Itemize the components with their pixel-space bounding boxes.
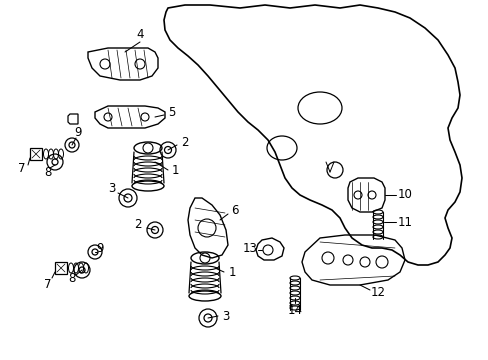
- Text: 3: 3: [108, 181, 116, 194]
- Text: 12: 12: [370, 285, 385, 298]
- Bar: [30, 148, 42, 160]
- Text: 2: 2: [181, 135, 188, 148]
- Text: 8: 8: [68, 271, 76, 284]
- Text: 8: 8: [44, 166, 52, 179]
- Text: 7: 7: [18, 162, 26, 175]
- Text: 7: 7: [44, 279, 52, 292]
- Text: 1: 1: [228, 266, 235, 279]
- Text: 10: 10: [397, 189, 411, 202]
- Text: 14: 14: [287, 303, 302, 316]
- Text: 13: 13: [242, 242, 257, 255]
- Text: 4: 4: [136, 28, 143, 41]
- Text: 9: 9: [96, 242, 103, 255]
- Text: 3: 3: [222, 310, 229, 323]
- Text: 11: 11: [397, 216, 412, 229]
- Text: 9: 9: [74, 126, 81, 139]
- Text: 5: 5: [168, 105, 175, 118]
- Text: 1: 1: [171, 163, 179, 176]
- Bar: [55, 262, 67, 274]
- Text: 2: 2: [134, 219, 142, 231]
- Text: 6: 6: [231, 203, 238, 216]
